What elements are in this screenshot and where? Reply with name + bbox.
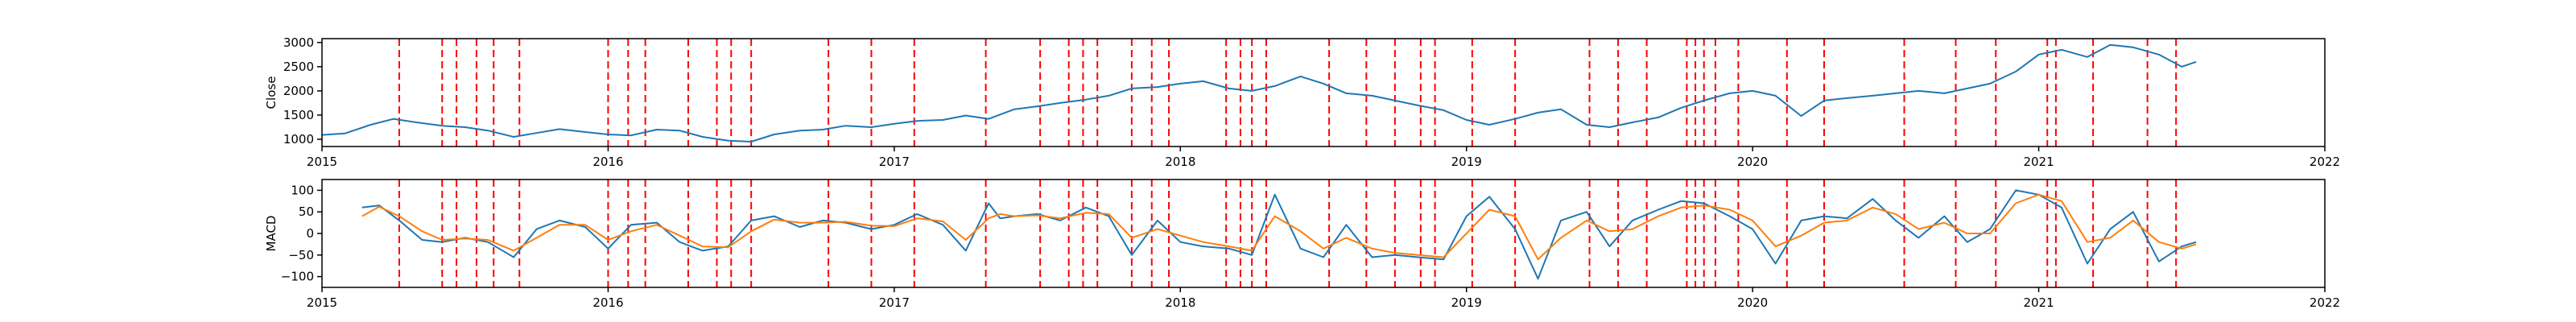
x-tick-label: 2015 bbox=[307, 295, 337, 310]
close-signal-lines bbox=[398, 39, 2178, 147]
y-tick-label: −50 bbox=[288, 248, 314, 262]
y-tick-label: 3000 bbox=[283, 35, 314, 50]
macd-panel: 2015 2016 2017 2018 2019 2020 2021 2022 100 50 0 −… bbox=[264, 179, 2340, 310]
macd-signal-lines bbox=[398, 180, 2178, 287]
macd-line bbox=[361, 189, 2197, 280]
x-tick-label: 2020 bbox=[1737, 155, 1768, 169]
macd-y-axis-label: MACD bbox=[264, 216, 279, 252]
close-y-axis: 1000 1500 2000 2500 3000 bbox=[283, 35, 322, 147]
y-tick-label: 2500 bbox=[283, 60, 314, 74]
x-tick-label: 2018 bbox=[1165, 155, 1195, 169]
y-tick-label: 0 bbox=[306, 226, 314, 241]
close-plot-area bbox=[321, 39, 2197, 147]
macd-series bbox=[361, 189, 2197, 280]
macd-x-axis: 2015 2016 2017 2018 2019 2020 2021 2022 bbox=[307, 287, 2340, 310]
x-tick-label: 2018 bbox=[1165, 295, 1195, 310]
x-tick-label: 2016 bbox=[592, 155, 623, 169]
x-tick-label: 2022 bbox=[2310, 295, 2340, 310]
close-y-axis-label: Close bbox=[264, 76, 279, 109]
macd-plot-area bbox=[361, 180, 2197, 287]
x-tick-label: 2019 bbox=[1451, 155, 1482, 169]
x-tick-label: 2022 bbox=[2310, 155, 2340, 169]
y-tick-label: 2000 bbox=[283, 84, 314, 98]
close-x-axis: 2015 2016 2017 2018 2019 2020 2021 2022 bbox=[307, 147, 2340, 169]
x-tick-label: 2017 bbox=[879, 155, 910, 169]
x-tick-label: 2015 bbox=[307, 155, 337, 169]
x-tick-label: 2021 bbox=[2023, 155, 2054, 169]
x-tick-label: 2021 bbox=[2023, 295, 2054, 310]
macd-y-axis: 100 50 0 −50 −100 bbox=[281, 183, 322, 284]
x-tick-label: 2017 bbox=[879, 295, 910, 310]
y-tick-label: 1500 bbox=[283, 108, 314, 122]
signal-line bbox=[361, 193, 2197, 261]
x-tick-label: 2019 bbox=[1451, 295, 1482, 310]
close-line bbox=[321, 43, 2197, 142]
y-tick-label: 1000 bbox=[283, 132, 314, 147]
close-series bbox=[321, 43, 2197, 142]
x-tick-label: 2020 bbox=[1737, 295, 1768, 310]
x-tick-label: 2016 bbox=[592, 295, 623, 310]
close-price-panel: 2015 2016 2017 2018 2019 2020 2021 2022 1000 150… bbox=[264, 35, 2340, 169]
y-tick-label: 50 bbox=[299, 204, 314, 219]
y-tick-label: 100 bbox=[291, 183, 314, 197]
y-tick-label: −100 bbox=[281, 270, 314, 284]
close-axes-frame bbox=[321, 38, 2326, 147]
